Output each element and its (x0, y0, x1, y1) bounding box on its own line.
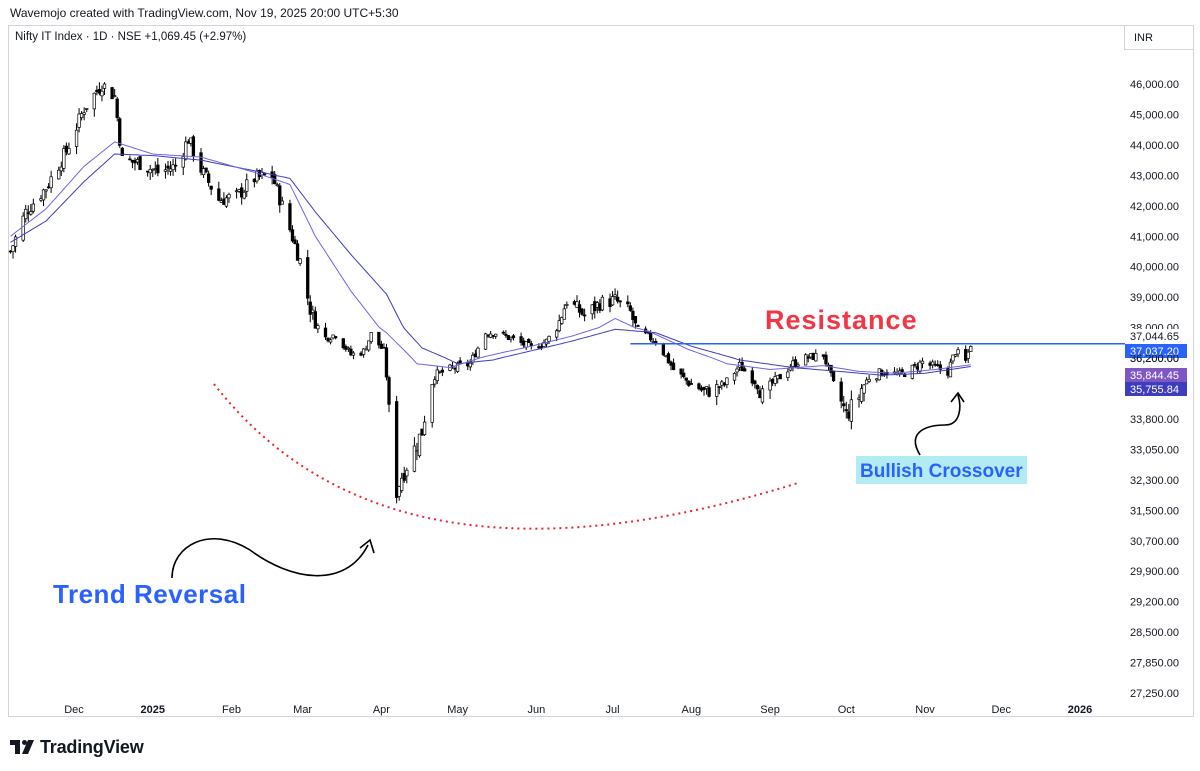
chart-credit: Wavemojo created with TradingView.com, N… (10, 6, 399, 20)
price-change: +1,069.45 (+2.97%) (144, 31, 247, 43)
tradingview-brand: TradingView (40, 736, 144, 757)
symbol-legend: Nifty IT Index · 1D · NSE +1,069.45 (+2.… (15, 31, 246, 43)
currency-selector[interactable]: INR (1124, 26, 1194, 50)
tradingview-footer: TradingView (10, 736, 144, 758)
chart-frame (8, 25, 1194, 717)
tradingview-logo-icon (10, 740, 34, 754)
symbol-name[interactable]: Nifty IT Index · 1D · NSE (15, 31, 142, 43)
